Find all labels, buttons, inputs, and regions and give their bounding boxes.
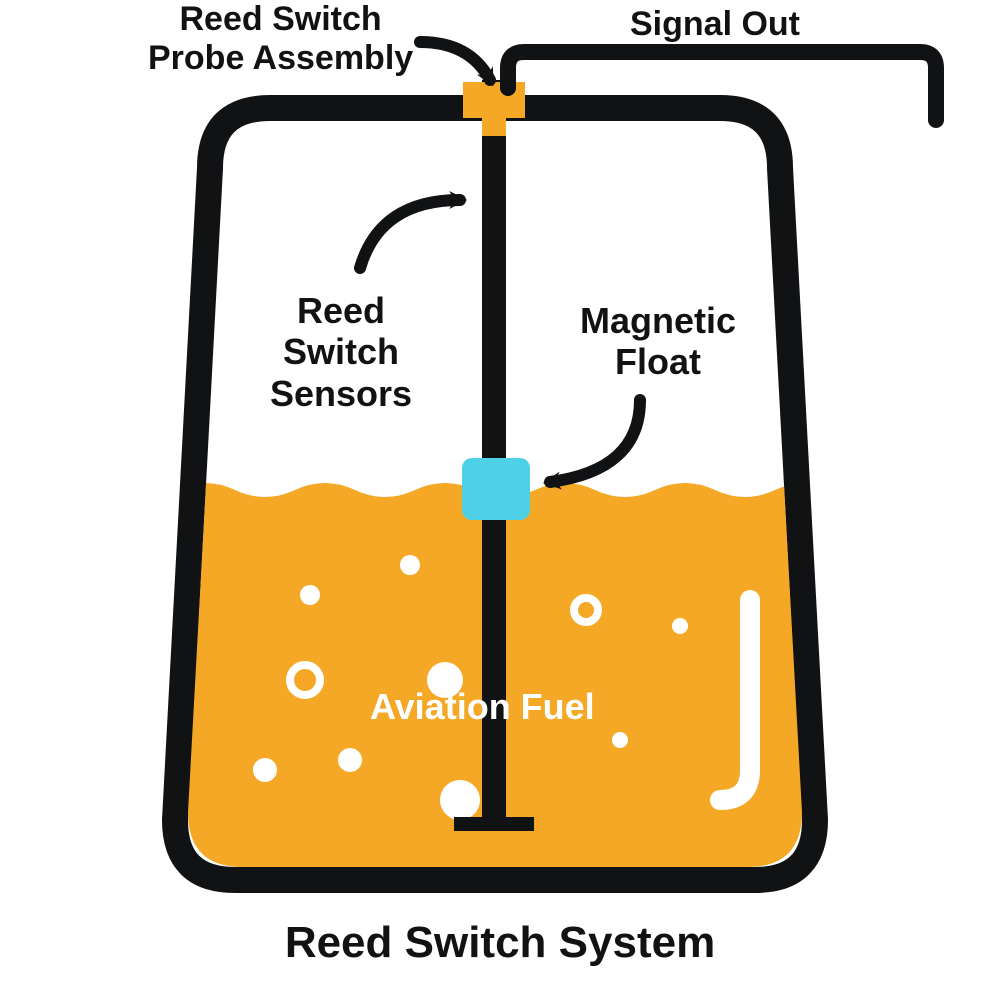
magnetic-float bbox=[462, 458, 530, 520]
label-signal-out: Signal Out bbox=[630, 5, 800, 44]
label-probe-assembly: Reed Switch Probe Assembly bbox=[148, 0, 413, 78]
diagram-stage: Reed Switch Probe Assembly Signal Out Re… bbox=[0, 0, 1000, 1000]
label-magnetic-float: Magnetic Float bbox=[580, 300, 736, 383]
diagram-title: Reed Switch System bbox=[0, 918, 1000, 968]
reed-switch-diagram bbox=[0, 0, 1000, 1000]
label-aviation-fuel: Aviation Fuel bbox=[370, 686, 595, 727]
label-reed-sensors: Reed Switch Sensors bbox=[270, 290, 412, 414]
